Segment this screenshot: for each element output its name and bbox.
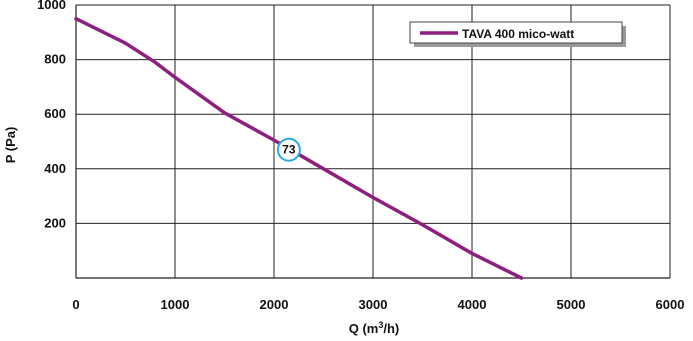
annotation-label: 73 (282, 143, 296, 157)
legend-label: TAVA 400 mico-watt (462, 27, 574, 41)
x-tick-label: 6000 (656, 297, 685, 312)
series-layer (74, 16, 524, 280)
annotation-marker: 73 (276, 137, 301, 162)
series-line (74, 16, 524, 280)
x-axis-title: Q (m3/h) (349, 320, 400, 336)
legend: TAVA 400 mico-watt (409, 21, 626, 47)
grid (76, 4, 671, 278)
y-tick-label: 200 (44, 215, 66, 230)
x-tick-label: 2000 (260, 297, 289, 312)
y-tick-label: 400 (44, 161, 66, 176)
y-tick-label: 1000 (37, 0, 66, 12)
annotation-layer: 73 (276, 137, 301, 162)
x-tick-label: 0 (72, 297, 79, 312)
y-axis-title: P (Pa) (3, 127, 18, 164)
x-tick-label: 4000 (458, 297, 487, 312)
y-tick-label: 800 (44, 52, 66, 67)
x-tick-label: 5000 (557, 297, 586, 312)
legend-box (409, 21, 623, 44)
x-axis-title-tail: /h) (383, 321, 399, 336)
x-tick-label: 1000 (161, 297, 190, 312)
annotation-circle (276, 137, 301, 162)
x-tick-label: 3000 (359, 297, 388, 312)
x-axis-title-superscript: 3 (378, 320, 383, 330)
y-tick-label: 600 (44, 106, 66, 121)
tick-labels: 0 1000 2000 3000 4000 5000 6000 200 400 600 800 100… (37, 0, 684, 312)
axes (75, 5, 670, 279)
x-axis-title-main: Q (m (349, 321, 379, 336)
